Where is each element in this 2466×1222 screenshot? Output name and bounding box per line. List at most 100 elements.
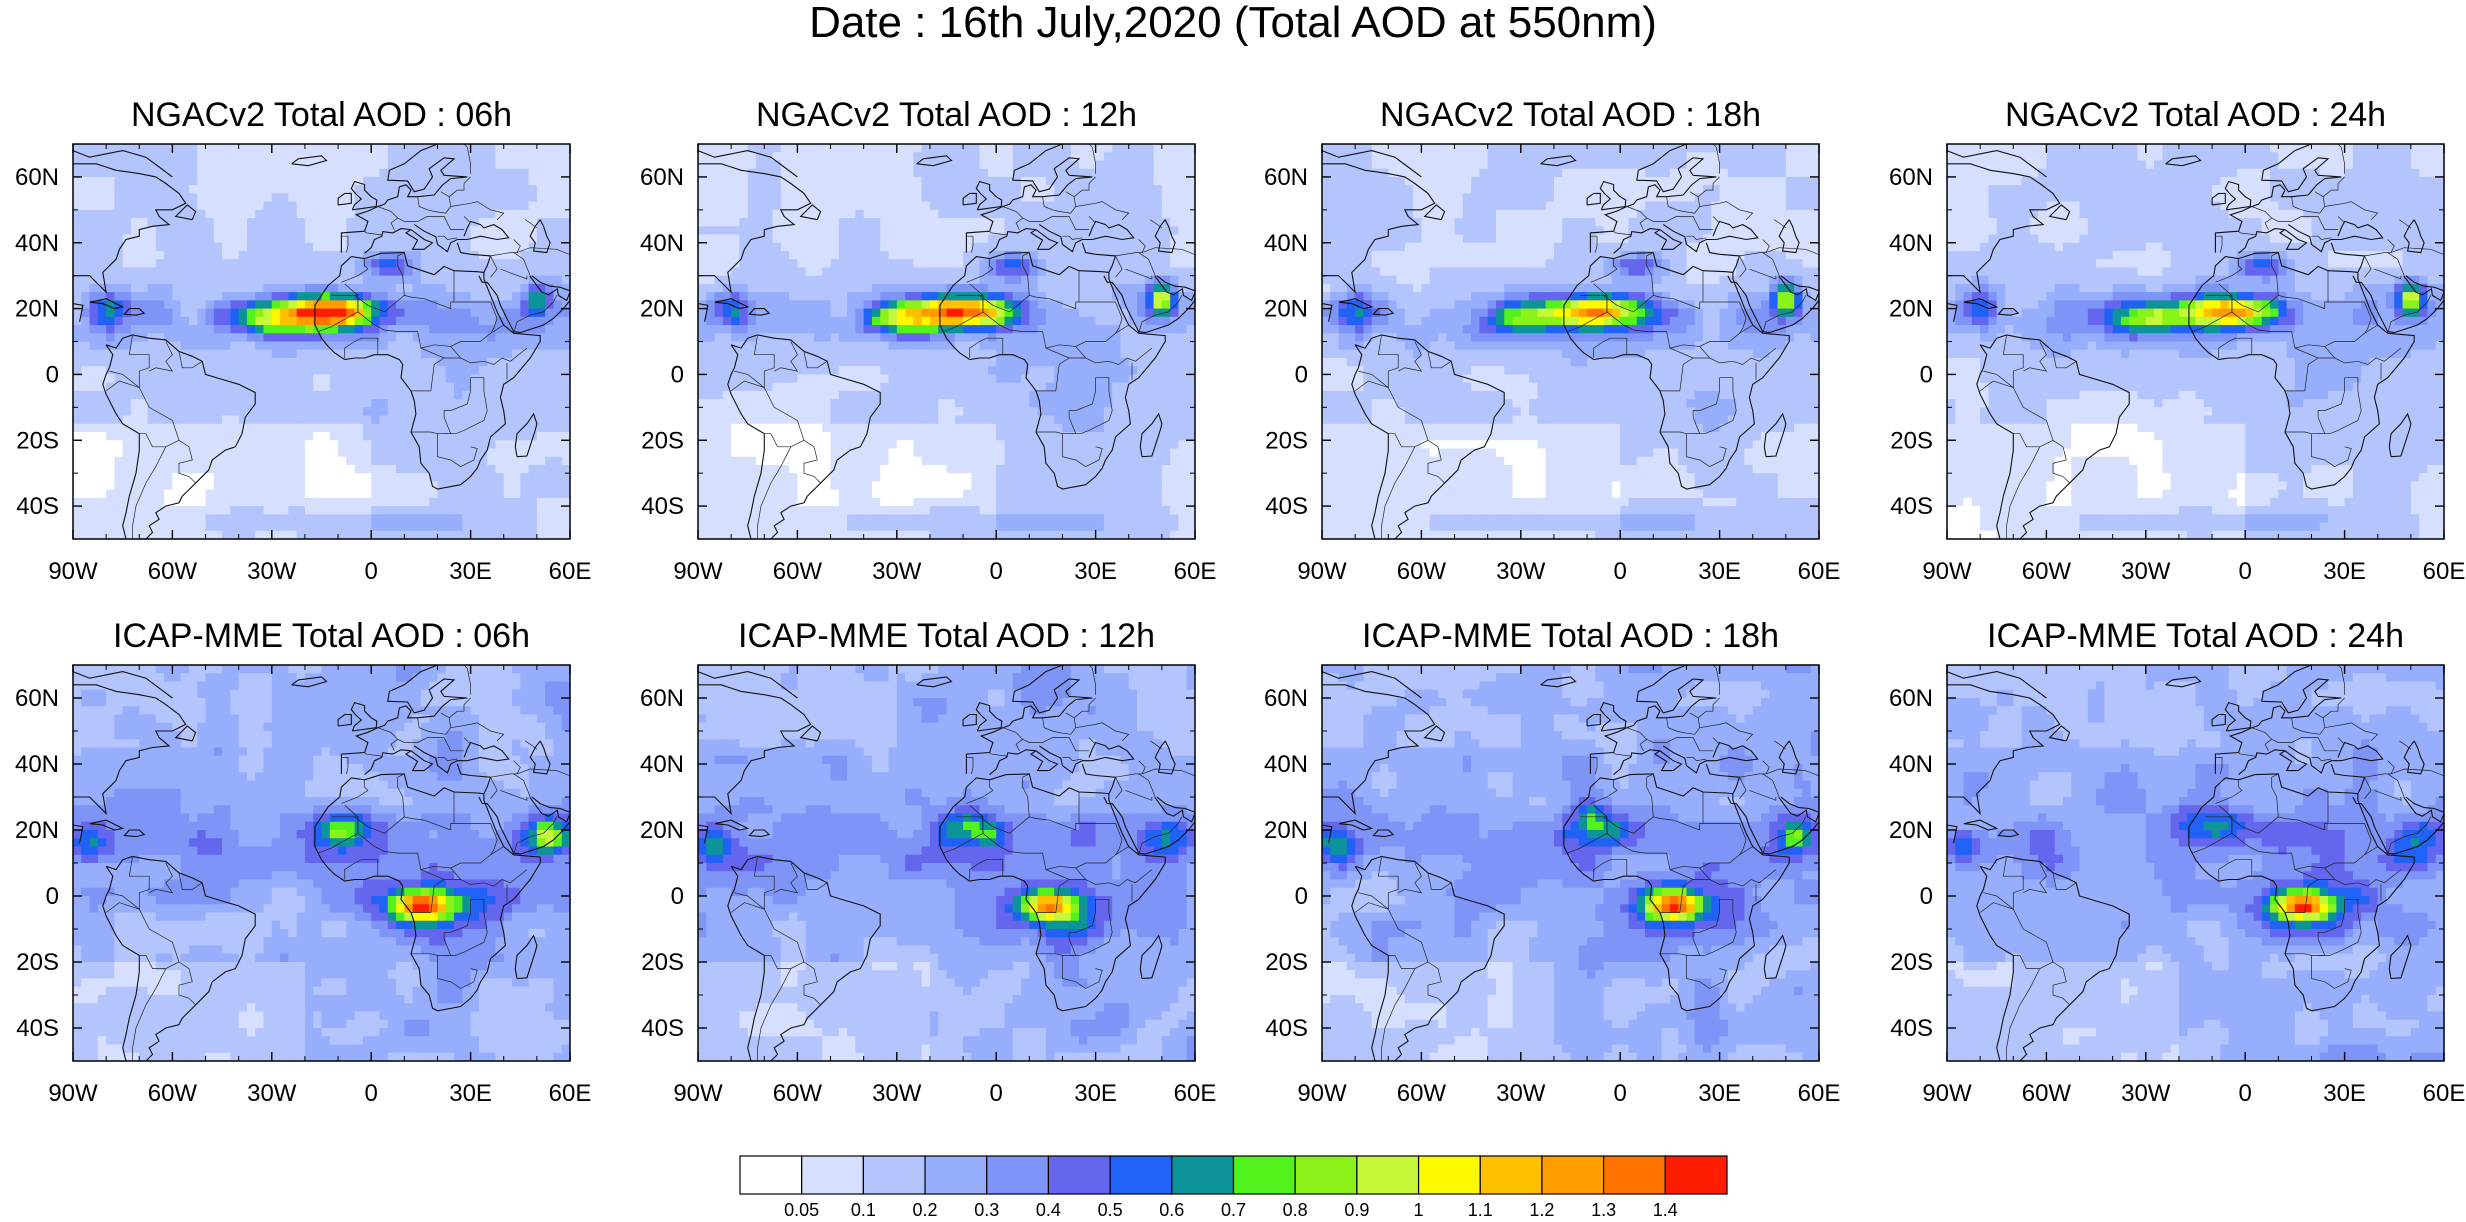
aod-cell: [822, 300, 832, 310]
y-tick-label: 20S: [16, 427, 59, 454]
aod-cell: [304, 316, 314, 326]
aod-cell: [1170, 168, 1180, 178]
aod-cell: [871, 242, 881, 252]
aod-cell: [1178, 407, 1188, 417]
aod-cell: [130, 234, 140, 244]
aod-cell: [706, 259, 716, 269]
aod-cell: [722, 193, 732, 203]
aod-cell: [921, 218, 931, 227]
aod-cell: [520, 497, 530, 507]
aod-cell: [304, 489, 314, 499]
aod-cell: [379, 316, 389, 326]
aod-cell: [905, 234, 914, 244]
aod-cell: [1103, 308, 1113, 318]
aod-cell: [764, 366, 774, 376]
aod-cell: [780, 316, 790, 326]
aod-cell: [122, 259, 132, 269]
aod-cell: [271, 234, 281, 244]
aod-cell: [478, 481, 488, 491]
aod-cell: [371, 390, 381, 400]
aod-cell: [536, 160, 546, 170]
aod-cell: [1170, 242, 1180, 252]
aod-cell: [855, 168, 865, 178]
aod-cell: [1128, 193, 1138, 203]
aod-cell: [470, 448, 480, 458]
aod-cell: [304, 464, 314, 474]
aod-cell: [528, 514, 538, 524]
aod-cell: [197, 234, 207, 244]
aod-cell: [847, 366, 856, 376]
aod-cell: [1021, 333, 1030, 343]
aod-cell: [1021, 349, 1030, 359]
aod-cell: [222, 333, 231, 343]
aod-cell: [197, 242, 207, 252]
aod-cell: [996, 349, 1006, 359]
aod-cell: [362, 152, 372, 162]
aod-cell: [1120, 176, 1130, 186]
aod-cell: [698, 234, 707, 244]
aod-cell: [288, 407, 298, 417]
aod-cell: [1178, 308, 1188, 318]
aod-cell: [780, 250, 790, 260]
aod-cell: [404, 283, 414, 293]
aod-cell: [164, 432, 173, 441]
aod-cell: [454, 473, 463, 482]
aod-cell: [462, 514, 472, 524]
aod-cell: [1070, 275, 1080, 285]
aod-cell: [963, 234, 972, 244]
aod-cell: [545, 473, 555, 482]
aod-cell: [122, 250, 132, 260]
aod-cell: [188, 226, 198, 236]
aod-cell: [714, 390, 724, 400]
aod-cell: [321, 193, 331, 203]
aod-cell: [296, 432, 306, 441]
aod-cell: [706, 341, 716, 351]
aod-cell: [164, 423, 173, 433]
aod-cell: [155, 267, 165, 277]
aod-cell: [830, 283, 840, 293]
aod-cell: [313, 300, 323, 310]
aod-cell: [1120, 357, 1130, 367]
aod-cell: [1128, 308, 1138, 318]
aod-cell: [938, 193, 948, 203]
aod-cell: [747, 242, 757, 252]
aod-cell: [478, 259, 488, 269]
aod-cell: [929, 349, 939, 359]
aod-cell: [338, 152, 347, 162]
aod-cell: [880, 349, 890, 359]
aod-cell: [454, 432, 463, 441]
aod-cell: [830, 259, 840, 269]
aod-cell: [445, 423, 455, 433]
aod-cell: [420, 448, 430, 458]
aod-cell: [1004, 308, 1014, 318]
aod-cell: [1095, 333, 1105, 343]
aod-cell: [1087, 168, 1097, 178]
aod-cell: [731, 349, 741, 359]
aod-cell: [855, 374, 865, 384]
aod-cell: [1087, 292, 1097, 301]
aod-cell: [89, 390, 99, 400]
coastline: [364, 228, 434, 254]
aod-cell: [246, 366, 256, 376]
aod-cell: [813, 144, 823, 153]
aod-cell: [188, 357, 198, 367]
aod-cell: [371, 300, 381, 310]
aod-cell: [420, 341, 430, 351]
aod-cell: [321, 448, 331, 458]
aod-cell: [396, 283, 405, 293]
aod-cell: [313, 283, 323, 293]
aod-cell: [830, 407, 840, 417]
aod-cell: [172, 283, 182, 293]
aod-cell: [180, 160, 190, 170]
aod-cell: [164, 506, 173, 515]
aod-cell: [454, 497, 463, 507]
aod-cell: [354, 267, 364, 277]
aod-cell: [271, 349, 281, 359]
aod-cell: [429, 333, 439, 343]
aod-cell: [263, 382, 273, 392]
aod-cell: [1045, 349, 1055, 359]
aod-cell: [404, 168, 414, 178]
aod-cell: [1186, 366, 1195, 376]
aod-cell: [714, 333, 724, 343]
aod-cell: [561, 349, 570, 359]
